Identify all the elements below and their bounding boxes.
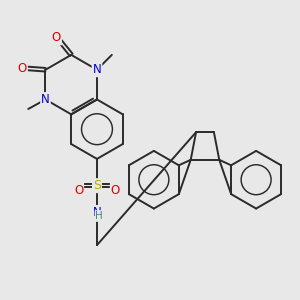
Text: S: S <box>93 179 101 192</box>
Text: N: N <box>41 93 50 106</box>
Text: N: N <box>93 63 101 76</box>
Text: H: H <box>95 211 103 221</box>
Text: N: N <box>93 206 101 219</box>
Text: O: O <box>18 62 27 75</box>
Text: O: O <box>74 184 83 196</box>
Text: O: O <box>52 32 61 44</box>
Text: O: O <box>111 184 120 196</box>
